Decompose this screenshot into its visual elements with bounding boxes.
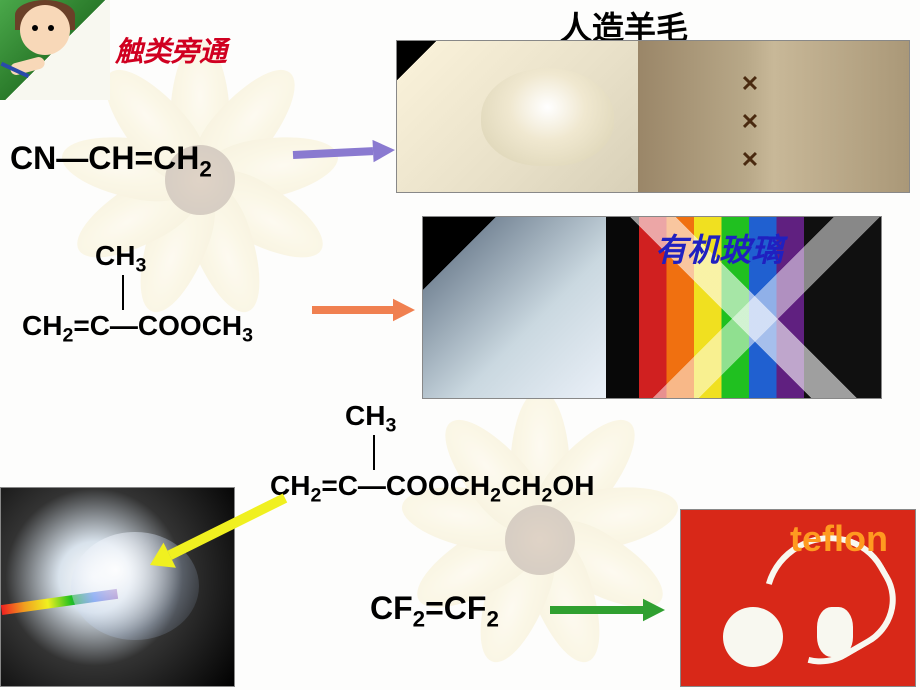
formula-mma: CH2=C—COOCH3 xyxy=(22,310,253,348)
cartoon-writer-icon xyxy=(0,0,110,100)
title-teflon: teflon xyxy=(790,518,888,560)
bond-bar-hema xyxy=(373,435,375,470)
title-acrylic: 有机玻璃 xyxy=(655,225,783,271)
flower-2 xyxy=(390,390,690,690)
image-lens xyxy=(0,487,235,687)
formula-acrylonitrile: CN—CH=CH2 xyxy=(10,140,212,182)
image-wool: ✕ ✕ ✕ xyxy=(396,40,910,193)
title-main: 触类旁通 xyxy=(115,30,227,70)
formula-hema-ch3: CH3 xyxy=(345,400,396,438)
image-acrylic xyxy=(422,216,882,399)
formula-hema: CH2=C—COOCH2CH2OH xyxy=(270,470,594,508)
formula-mma-ch3: CH3 xyxy=(95,240,146,278)
bond-bar-mma xyxy=(122,275,124,310)
formula-tfe: CF2=CF2 xyxy=(370,590,499,632)
